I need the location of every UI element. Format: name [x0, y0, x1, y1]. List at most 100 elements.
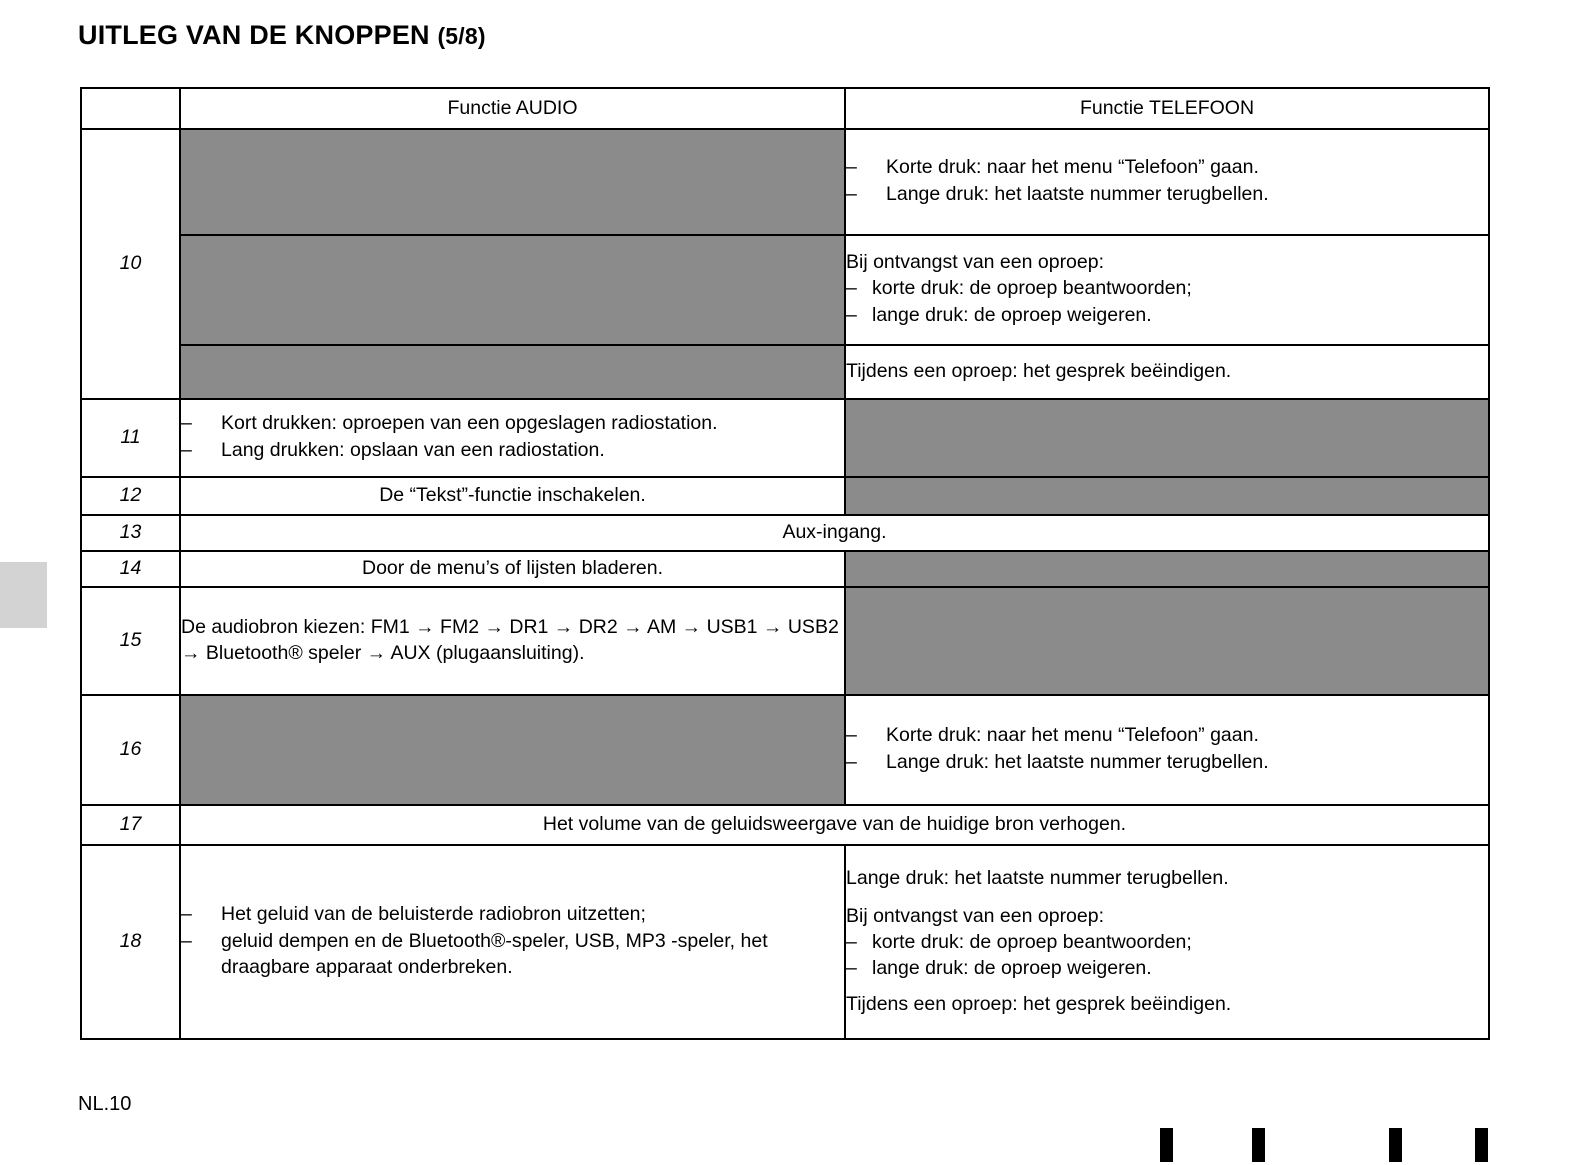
table-row-17: 17 Het volume van de geluidsweergave van… [80, 804, 1490, 846]
list-item-label: Korte druk: naar het menu “Telefoon” gaa… [886, 724, 1259, 747]
list-item-label: Korte druk: naar het menu “Telefoon” gaa… [886, 156, 1259, 179]
table-row-13: 13 Aux-ingang. [80, 514, 1490, 552]
list-item: – lange druk: de oproep weigeren. [846, 303, 1488, 329]
row-number-11: 11 [80, 398, 181, 478]
dash-bullet-icon: – [181, 903, 192, 926]
row-10-telefoon-b: Bij ontvangst van een oproep: – korte dr… [844, 234, 1490, 346]
list-item-label: lange druk: de oproep weigeren. [872, 957, 1152, 980]
list-item: – Het geluid van de beluisterde radiobro… [181, 902, 844, 928]
list-item-label: Lange druk: het laatste nummer terugbell… [886, 183, 1269, 205]
list-item-label: Lang drukken: opslaan van een radiostati… [221, 439, 605, 461]
row-10-tel-list-b: – korte druk: de oproep beantwoorden; – … [846, 276, 1488, 328]
row-17-both-columns: Het volume van de geluidsweergave van de… [179, 804, 1490, 846]
registration-mark-icon [1475, 1128, 1488, 1162]
dash-bullet-icon: – [846, 751, 857, 773]
row-10-tel-list-a: – Korte druk: naar het menu “Telefoon” g… [846, 155, 1488, 207]
row-12-telefoon-shaded [844, 476, 1490, 516]
list-item: – lange druk: de oproep weigeren. [846, 956, 1488, 982]
row-18-audio: – Het geluid van de beluisterde radiobro… [179, 844, 846, 1040]
row-18-tel-intro: Bij ontvangst van een oproep: [846, 904, 1105, 927]
row-18-tel-a: Lange druk: het laatste nummer terugbell… [846, 867, 1229, 890]
list-item-label: korte druk: de oproep beantwoorden; [872, 930, 1192, 953]
dash-bullet-icon: – [181, 930, 192, 953]
header-audio: Functie AUDIO [179, 87, 846, 130]
page-title: UITLEG VAN DE KNOPPEN (5/8) [78, 20, 486, 51]
row-16-audio-shaded [179, 694, 846, 806]
row-10-audio-shaded-b [179, 234, 846, 346]
row-10-audio-shaded-c [179, 344, 846, 400]
registration-marks [1160, 1128, 1560, 1162]
table-row-14: 14 Door de menu’s of lijsten bladeren. [80, 550, 1490, 588]
row-number-10: 10 [80, 128, 181, 400]
list-item: – korte druk: de oproep beantwoorden; [846, 930, 1488, 956]
dash-bullet-icon: – [846, 156, 857, 179]
list-item: – geluid dempen en de Bluetooth®-speler,… [181, 929, 844, 980]
registration-mark-icon [1252, 1128, 1265, 1162]
list-item-label: Lange druk: het laatste nummer terugbell… [886, 751, 1269, 773]
row-10-telefoon-a: – Korte druk: naar het menu “Telefoon” g… [844, 128, 1490, 236]
dash-bullet-icon: – [846, 277, 857, 300]
list-item: – Lange druk: het laatste nummer terugbe… [846, 182, 1488, 208]
spacer [846, 983, 1488, 992]
table-row-10-c: Tijdens een oproep: het gesprek beëindig… [81, 344, 1490, 400]
list-item-label: Kort drukken: oproepen van een opgeslage… [221, 412, 718, 435]
dash-bullet-icon: – [181, 439, 192, 461]
row-13-both-columns: Aux-ingang. [179, 514, 1490, 552]
row-11-audio-list: – Kort drukken: oproepen van een opgesla… [181, 411, 844, 463]
header-telefoon: Functie TELEFOON [844, 87, 1490, 130]
table-row-10: 10 – Korte druk: naar het menu “Telefoon… [80, 128, 1490, 400]
row-number-12: 12 [80, 476, 181, 516]
dash-bullet-icon: – [846, 930, 857, 953]
list-item-label: korte druk: de oproep beantwoorden; [872, 277, 1192, 300]
row-12-audio: De “Tekst”-functie inschakelen. [179, 476, 846, 516]
row-11-telefoon-shaded [844, 398, 1490, 478]
list-item: – Lange druk: het laatste nummer terugbe… [846, 750, 1488, 776]
row-10-telefoon-c: Tijdens een oproep: het gesprek beëindig… [844, 344, 1490, 400]
row-18-telefoon: Lange druk: het laatste nummer terugbell… [844, 844, 1490, 1040]
dash-bullet-icon: – [846, 724, 857, 747]
row-number-18: 18 [80, 844, 181, 1040]
header-number [80, 87, 181, 130]
row-14-audio: Door de menu’s of lijsten bladeren. [179, 550, 846, 588]
row-number-16: 16 [80, 694, 181, 806]
list-item: – korte druk: de oproep beantwoorden; [846, 276, 1488, 302]
table-row-15: 15 De audiobron kiezen: FM1 → FM2 → DR1 … [80, 586, 1490, 696]
row-16-telefoon: – Korte druk: naar het menu “Telefoon” g… [844, 694, 1490, 806]
table-row-18: 18 – Het geluid van de beluisterde radio… [80, 844, 1490, 1040]
page-title-main: UITLEG VAN DE KNOPPEN [78, 20, 430, 50]
footer-page-number: NL.10 [78, 1093, 132, 1115]
row-10-audio-shaded-a [179, 128, 846, 236]
list-item: – Korte druk: naar het menu “Telefoon” g… [846, 155, 1488, 181]
row-14-telefoon-shaded [844, 550, 1490, 588]
row-15-telefoon-shaded [844, 586, 1490, 696]
row-16-tel-list: – Korte druk: naar het menu “Telefoon” g… [846, 723, 1488, 775]
table-row-11: 11 – Kort drukken: oproepen van een opge… [80, 398, 1490, 478]
list-item-label: Het geluid van de beluisterde radiobron … [221, 903, 646, 926]
list-item-label: geluid dempen en de Bluetooth®-speler, U… [221, 930, 768, 978]
table-header-row: Functie AUDIO Functie TELEFOON [80, 87, 1490, 130]
dash-bullet-icon: – [181, 412, 192, 435]
row-11-audio: – Kort drukken: oproepen van een opgesla… [179, 398, 846, 478]
row-18-tel-c: Tijdens een oproep: het gesprek beëindig… [846, 993, 1232, 1016]
dash-bullet-icon: – [846, 183, 857, 205]
button-functions-table: Functie AUDIO Functie TELEFOON 10 – Kort… [80, 87, 1490, 1040]
list-item: – Kort drukken: oproepen van een opgesla… [181, 411, 844, 437]
list-item-label: lange druk: de oproep weigeren. [872, 303, 1152, 326]
table-row-10-b: Bij ontvangst van een oproep: – korte dr… [81, 234, 1490, 346]
list-item: – Lang drukken: opslaan van een radiosta… [181, 438, 844, 464]
dash-bullet-icon: – [846, 957, 857, 980]
row-number-17: 17 [80, 804, 181, 846]
table-row-12: 12 De “Tekst”-functie inschakelen. [80, 476, 1490, 516]
list-item: – Korte druk: naar het menu “Telefoon” g… [846, 723, 1488, 749]
row-number-15: 15 [80, 586, 181, 696]
row-number-13: 13 [80, 514, 181, 552]
page-title-sub: (5/8) [437, 23, 486, 49]
table-row-16: 16 – Korte druk: naar het menu “Telefoon… [80, 694, 1490, 806]
row-10-tel-intro: Bij ontvangst van een oproep: [846, 251, 1105, 274]
row-15-audio: De audiobron kiezen: FM1 → FM2 → DR1 → D… [179, 586, 846, 696]
side-tab-marker [0, 562, 47, 628]
row-18-tel-list: – korte druk: de oproep beantwoorden; – … [846, 930, 1488, 982]
registration-mark-icon [1389, 1128, 1402, 1162]
row-number-14: 14 [80, 550, 181, 588]
registration-mark-icon [1160, 1128, 1173, 1162]
